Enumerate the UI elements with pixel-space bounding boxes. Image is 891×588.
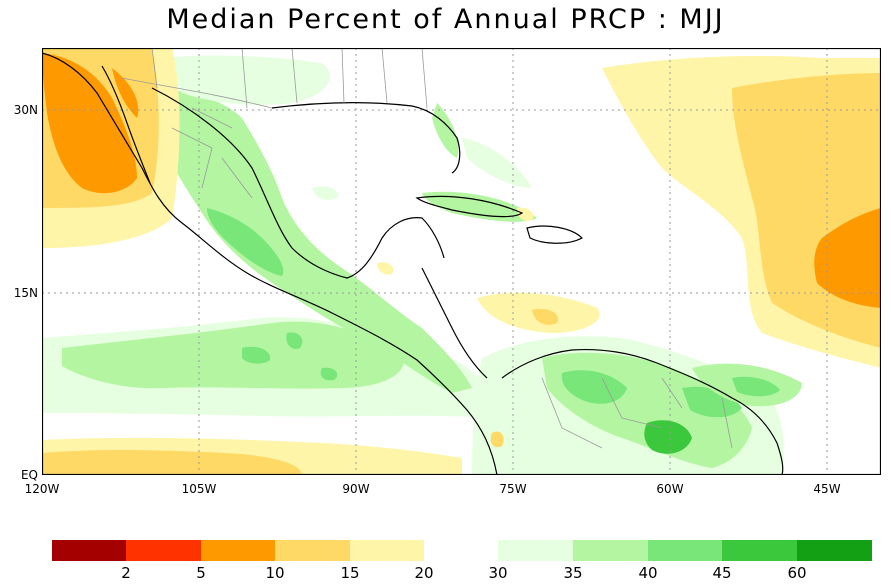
map-panel xyxy=(42,48,881,475)
light-green-region-florida xyxy=(432,103,459,158)
legend-tick-35: 35 xyxy=(563,564,583,582)
coastline-baja xyxy=(101,65,151,184)
green-region-guiana xyxy=(682,386,742,418)
legend-swatch-1 xyxy=(52,540,126,561)
legend-tick-60: 60 xyxy=(787,564,807,582)
legend-swatch-6 xyxy=(498,540,573,561)
legend-tick-10: 10 xyxy=(265,564,285,582)
green-patch-pacific-2 xyxy=(286,332,303,350)
border-us-mexico xyxy=(121,77,273,109)
light-yellow-patch-atlantic-west xyxy=(642,131,678,156)
pale-green-region-gulf xyxy=(312,186,338,200)
legend-tick-15: 15 xyxy=(340,564,360,582)
coastline-north-america-pacific xyxy=(42,52,498,475)
green-region-mexico xyxy=(207,208,284,276)
coastline-us-gulf xyxy=(271,102,461,174)
coastlines xyxy=(42,52,784,475)
orange-region-gulf-ca xyxy=(112,68,139,118)
light-green-region-cuba xyxy=(422,191,537,222)
lon-label-45w: 45W xyxy=(813,482,841,496)
lon-label-120w: 120W xyxy=(24,482,60,496)
legend-tick-2: 2 xyxy=(121,564,131,582)
green-region-atlantic xyxy=(732,376,780,397)
legend-swatch-2 xyxy=(126,540,201,561)
lon-label-75w: 75W xyxy=(499,482,527,496)
dark-green-region-guiana xyxy=(644,420,692,454)
map-title: Median Percent of Annual PRCP : MJJ xyxy=(166,4,725,35)
legend-tick-30: 30 xyxy=(488,564,508,582)
colorbar-legend: 2 5 10 15 20 30 35 40 45 60 xyxy=(0,540,891,588)
orange-region-baja xyxy=(42,53,137,194)
legend-swatch-7 xyxy=(573,540,648,561)
green-patch-pacific-1 xyxy=(242,346,271,364)
light-green-region-pacific xyxy=(62,321,404,389)
coastline-cuba xyxy=(415,195,524,218)
lat-label-15n: 15N xyxy=(13,286,38,300)
coastline-hispaniola xyxy=(526,225,583,244)
legend-swatch-4 xyxy=(275,540,350,561)
graticule xyxy=(42,48,881,475)
legend-tick-40: 40 xyxy=(638,564,658,582)
border-us-states xyxy=(151,48,428,109)
lat-label-30n: 30N xyxy=(13,103,38,117)
yellow-patch-colombia xyxy=(490,431,504,448)
coastline-south-america-north xyxy=(501,349,784,475)
coastline-central-america-caribbean xyxy=(421,267,488,379)
light-yellow-patch-haiti xyxy=(517,207,534,221)
pale-green-region-mexico-north xyxy=(162,55,331,105)
yellow-region-pacific-south xyxy=(42,450,302,475)
legend-swatch-10 xyxy=(797,540,872,561)
legend-tick-45: 45 xyxy=(712,564,732,582)
legend-swatch-8 xyxy=(648,540,722,561)
border-south-america xyxy=(541,377,733,449)
pale-green-region-bahamas xyxy=(462,138,532,188)
green-patch-pacific-3 xyxy=(320,367,338,381)
legend-swatch-5 xyxy=(350,540,424,561)
political-borders xyxy=(121,48,733,449)
lon-label-105w: 105W xyxy=(181,482,217,496)
legend-tick-20: 20 xyxy=(414,564,434,582)
map-border xyxy=(42,48,881,475)
legend-swatch-3 xyxy=(201,540,275,561)
legend-swatch-9 xyxy=(722,540,797,561)
lat-label-eq: EQ xyxy=(20,468,38,482)
legend-tick-5: 5 xyxy=(196,564,206,582)
light-green-region-mexico xyxy=(142,88,472,393)
orange-region-atlantic xyxy=(814,208,881,308)
border-mexico-states xyxy=(171,107,253,199)
light-yellow-patch-honduras xyxy=(377,262,394,275)
yellow-patch-caribbean xyxy=(532,308,558,325)
lon-label-60w: 60W xyxy=(656,482,684,496)
coastline-gulf-of-mexico xyxy=(151,87,445,279)
lon-label-90w: 90W xyxy=(342,482,370,496)
precip-map xyxy=(42,48,881,475)
